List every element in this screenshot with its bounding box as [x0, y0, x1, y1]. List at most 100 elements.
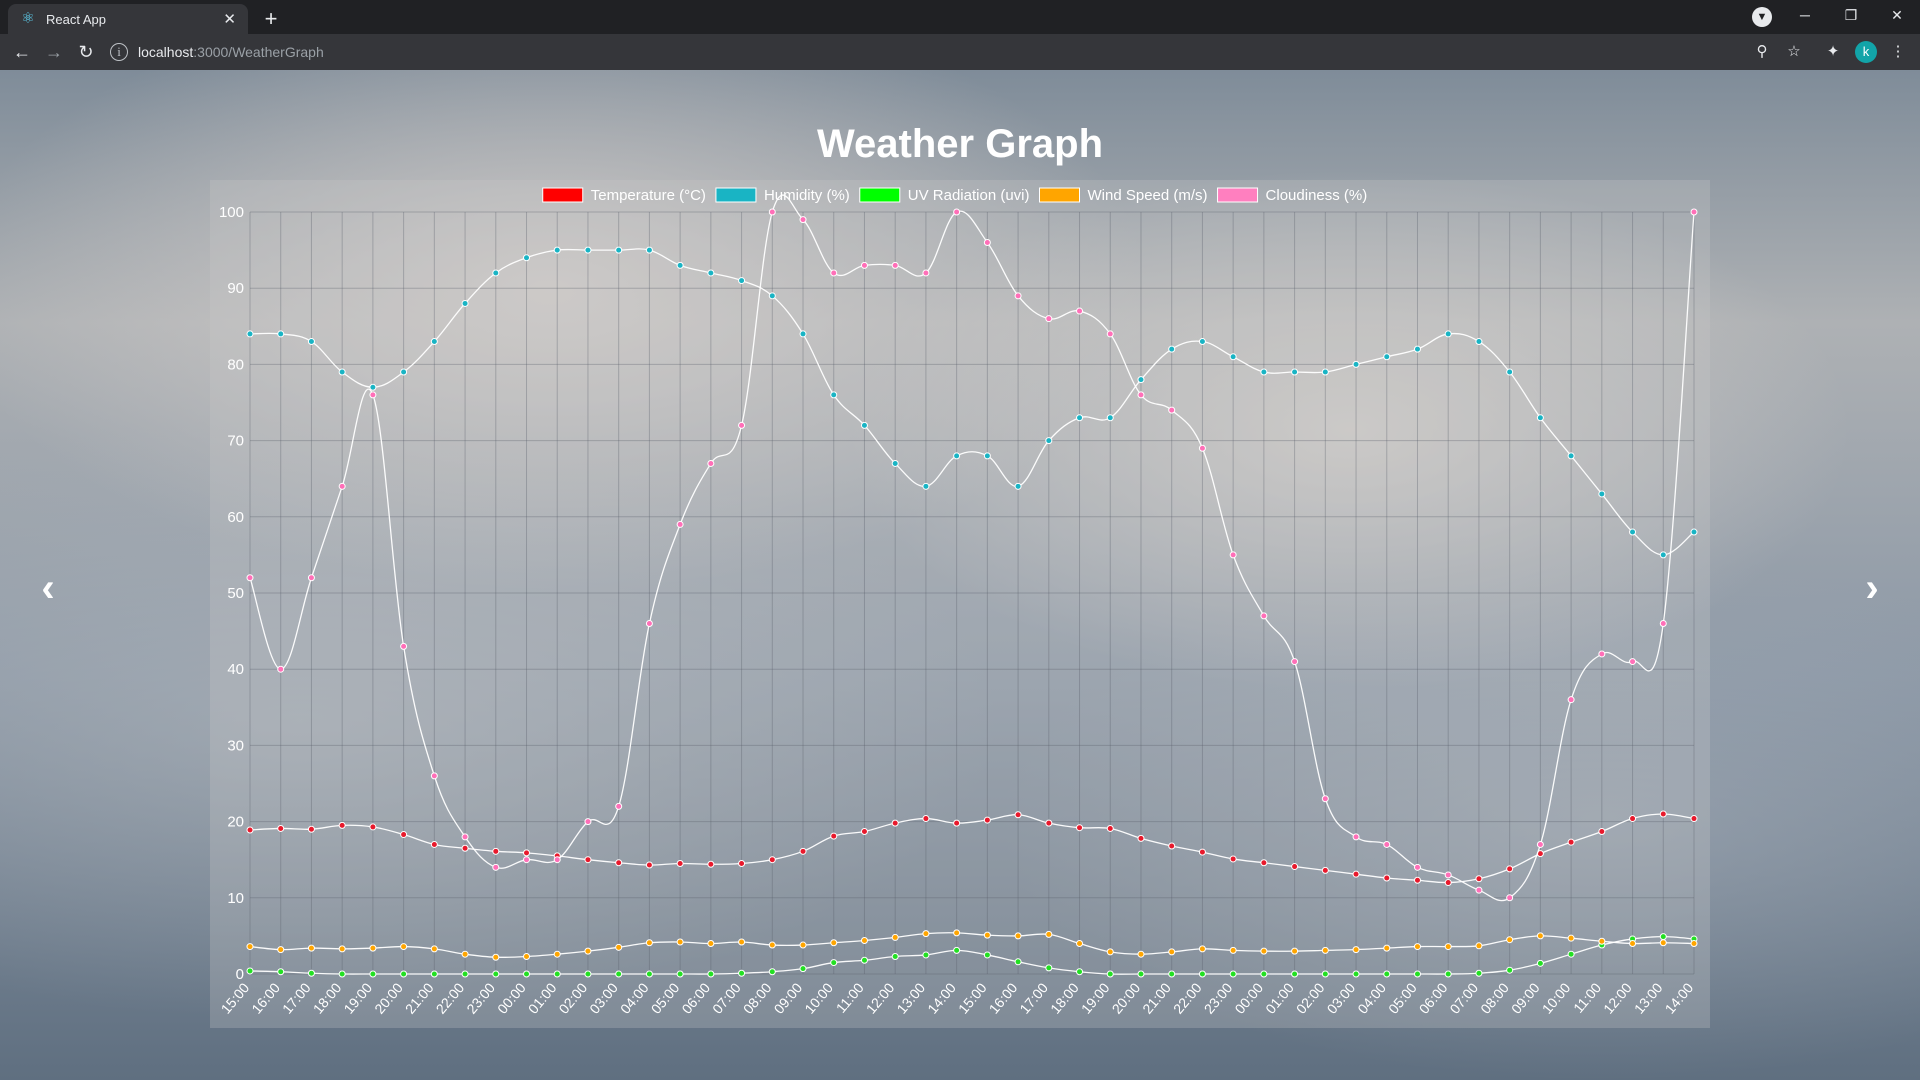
- data-point: [1168, 842, 1176, 850]
- data-point: [1536, 932, 1544, 940]
- x-tick-label: 22:00: [1170, 979, 1205, 1016]
- browser-toolbar: ← → ↻ i localhost:3000/WeatherGraph ⚲ ☆ …: [0, 34, 1920, 70]
- data-point: [1260, 947, 1268, 955]
- bookmark-star-icon[interactable]: ☆: [1787, 43, 1801, 60]
- data-point: [523, 952, 531, 960]
- info-icon[interactable]: i: [110, 43, 128, 61]
- legend-swatch: [1039, 187, 1080, 203]
- data-point: [1567, 934, 1575, 942]
- data-point: [1198, 444, 1206, 452]
- y-tick-label: 40: [227, 661, 244, 678]
- x-tick-label: 15:00: [955, 979, 990, 1016]
- data-point: [584, 246, 592, 254]
- data-point: [1076, 307, 1084, 315]
- x-tick-label: 13:00: [893, 979, 928, 1016]
- download-icon[interactable]: ▼: [1752, 7, 1772, 27]
- reload-button[interactable]: ↻: [78, 42, 94, 62]
- data-point: [799, 965, 807, 973]
- data-point: [1659, 810, 1667, 818]
- y-tick-label: 50: [227, 585, 244, 602]
- x-tick-label: 18:00: [1047, 979, 1082, 1016]
- data-point: [277, 665, 285, 673]
- data-point: [738, 938, 746, 946]
- data-point: [1352, 833, 1360, 841]
- data-point: [1014, 811, 1022, 819]
- data-point: [1567, 452, 1575, 460]
- address-bar[interactable]: i localhost:3000/WeatherGraph: [110, 39, 1750, 65]
- back-button[interactable]: ←: [13, 42, 31, 62]
- data-point: [860, 421, 868, 429]
- location-pin-icon[interactable]: ⚲: [1756, 43, 1768, 60]
- data-point: [369, 970, 377, 978]
- data-point: [1444, 970, 1452, 978]
- data-point: [1444, 871, 1452, 879]
- x-tick-label: 07:00: [1446, 979, 1481, 1016]
- data-point: [799, 941, 807, 949]
- menu-icon[interactable]: ⋮: [1890, 43, 1906, 60]
- data-point: [645, 970, 653, 978]
- data-point: [461, 844, 469, 852]
- data-point: [860, 956, 868, 964]
- x-tick-label: 06:00: [1416, 979, 1451, 1016]
- data-point: [584, 970, 592, 978]
- data-point: [246, 943, 254, 951]
- extensions-icon[interactable]: ✦: [1826, 43, 1840, 60]
- data-point: [1567, 696, 1575, 704]
- data-point: [1229, 551, 1237, 559]
- data-point: [400, 943, 408, 951]
- data-point: [553, 246, 561, 254]
- data-point: [1045, 315, 1053, 323]
- data-point: [1567, 838, 1575, 846]
- data-point: [1690, 208, 1698, 216]
- data-point: [645, 861, 653, 869]
- data-point: [307, 969, 315, 977]
- data-point: [1106, 824, 1114, 832]
- restore-button[interactable]: ❐: [1844, 7, 1858, 23]
- x-tick-label: 18:00: [310, 979, 345, 1016]
- data-point: [768, 208, 776, 216]
- x-tick-label: 05:00: [648, 979, 683, 1016]
- data-point: [1137, 391, 1145, 399]
- url-host: localhost: [138, 44, 194, 60]
- x-tick-label: 10:00: [1539, 979, 1574, 1016]
- tab-close-icon[interactable]: ✕: [223, 11, 236, 28]
- data-point: [307, 338, 315, 346]
- new-tab-button[interactable]: +: [264, 6, 278, 31]
- data-point: [1291, 947, 1299, 955]
- data-point: [1413, 970, 1421, 978]
- chevron-right-icon[interactable]: ›: [1865, 566, 1879, 610]
- data-point: [738, 969, 746, 977]
- data-point: [1321, 866, 1329, 874]
- profile-avatar[interactable]: k: [1855, 41, 1877, 63]
- data-point: [1690, 940, 1698, 948]
- data-point: [615, 246, 623, 254]
- data-point: [430, 772, 438, 780]
- x-tick-label: 14:00: [1662, 979, 1697, 1016]
- forward-button[interactable]: →: [45, 42, 63, 62]
- data-point: [1598, 650, 1606, 658]
- data-point: [369, 944, 377, 952]
- data-point: [307, 574, 315, 582]
- series-0: [246, 810, 1698, 887]
- data-point: [891, 819, 899, 827]
- data-point: [676, 261, 684, 269]
- x-tick-label: 22:00: [433, 979, 468, 1016]
- data-point: [768, 941, 776, 949]
- minimize-button[interactable]: ─: [1800, 7, 1810, 23]
- data-point: [1598, 828, 1606, 836]
- x-tick-label: 17:00: [279, 979, 314, 1016]
- y-tick-label: 0: [236, 966, 244, 983]
- data-point: [246, 330, 254, 338]
- window-close-button[interactable]: ✕: [1891, 7, 1903, 23]
- series-4: [246, 194, 1698, 902]
- data-point: [1168, 406, 1176, 414]
- tab-title: React App: [46, 11, 106, 27]
- data-point: [1045, 930, 1053, 938]
- x-tick-label: 00:00: [494, 979, 529, 1016]
- data-point: [1168, 970, 1176, 978]
- x-tick-label: 21:00: [1139, 979, 1174, 1016]
- data-point: [1383, 840, 1391, 848]
- data-point: [891, 459, 899, 467]
- browser-tab[interactable]: ⚛ React App ✕: [8, 4, 248, 34]
- chevron-left-icon[interactable]: ‹: [41, 566, 55, 610]
